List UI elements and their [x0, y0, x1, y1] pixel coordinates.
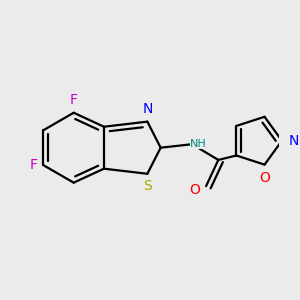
Text: NH: NH [190, 139, 207, 149]
Text: F: F [30, 158, 38, 172]
Text: O: O [190, 183, 201, 197]
Text: F: F [70, 93, 78, 107]
Text: N: N [142, 102, 152, 116]
Text: S: S [143, 179, 152, 193]
Text: N: N [288, 134, 299, 148]
Text: O: O [259, 171, 270, 185]
